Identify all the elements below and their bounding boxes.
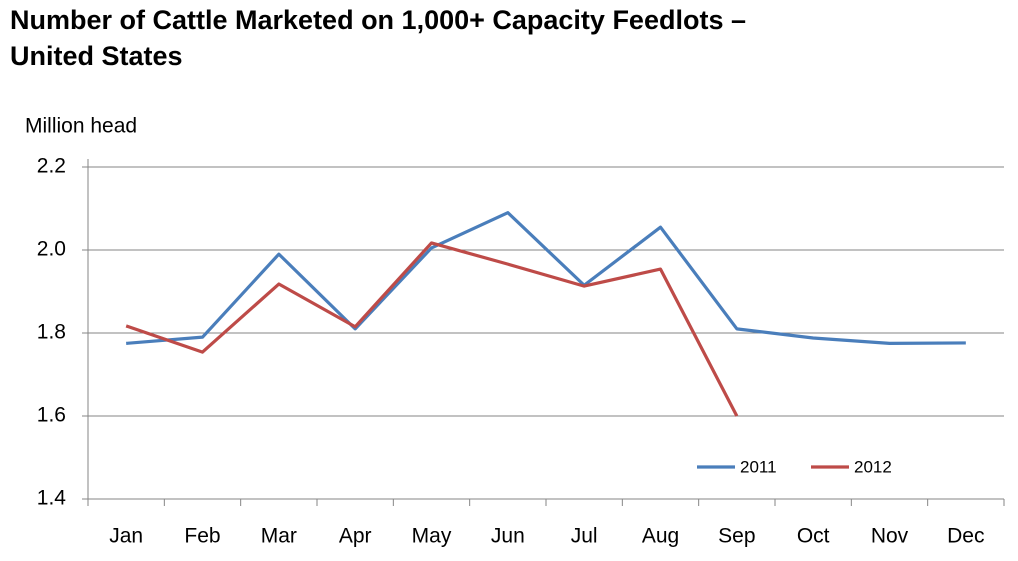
y-tick-label: 2.2	[37, 155, 66, 178]
legend-label: 2012	[854, 457, 892, 476]
y-axis-label: Million head	[25, 115, 137, 138]
x-tick-label: Jun	[491, 525, 525, 548]
series-line	[126, 211, 966, 345]
x-tick-label: Oct	[797, 525, 830, 548]
y-tick-label: 1.4	[37, 487, 67, 510]
x-tick-label: Sep	[718, 525, 755, 548]
x-tick-label: Apr	[339, 525, 372, 548]
y-tick-label: 1.8	[37, 321, 66, 344]
x-tick-label: Mar	[261, 525, 297, 548]
x-tick-label: Feb	[184, 525, 220, 548]
x-tick-label: Jan	[109, 525, 143, 548]
x-tick-label: May	[412, 525, 452, 548]
chart-title: Number of Cattle Marketed on 1,000+ Capa…	[10, 5, 746, 71]
legend-label: 2011	[740, 457, 777, 476]
x-tick-label: Jul	[571, 525, 598, 548]
x-tick-label: Aug	[642, 525, 679, 548]
series-line	[125, 241, 739, 417]
x-tick-label: Nov	[871, 525, 909, 548]
x-tick-label: Dec	[947, 525, 984, 548]
y-tick-label: 1.6	[37, 404, 66, 427]
y-tick-label: 2.0	[37, 238, 66, 261]
